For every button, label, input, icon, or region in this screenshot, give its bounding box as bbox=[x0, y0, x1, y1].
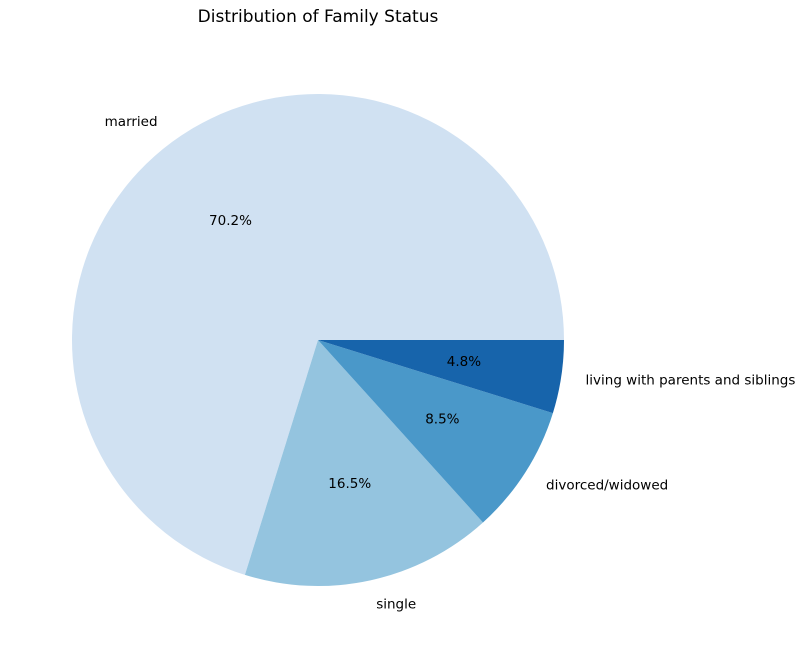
pie-slices bbox=[71, 93, 564, 586]
chart-title: Distribution of Family Status bbox=[197, 7, 439, 27]
category-label-divorced-widowed: divorced/widowed bbox=[546, 478, 668, 494]
pct-label-living-with-parents-and-siblings: 4.8% bbox=[447, 354, 481, 370]
pct-label-single: 16.5% bbox=[328, 476, 371, 492]
pie-slice-divorced-widowed bbox=[318, 340, 553, 523]
category-label-single: single bbox=[376, 596, 416, 612]
pct-label-divorced-widowed: 8.5% bbox=[425, 411, 459, 427]
pct-label-married: 70.2% bbox=[209, 213, 252, 229]
category-label-living-with-parents-and-siblings: living with parents and siblings bbox=[586, 373, 796, 389]
pie-slice-single bbox=[244, 340, 483, 586]
pie-slice-married bbox=[71, 93, 564, 575]
percentage-labels: 70.2% 16.5% 8.5% 4.8% bbox=[209, 213, 481, 492]
category-labels: married single divorced/widowed living with… bbox=[105, 114, 796, 612]
category-label-married: married bbox=[105, 114, 158, 130]
pie-slice-living-with-parents-and-siblings bbox=[318, 340, 564, 414]
